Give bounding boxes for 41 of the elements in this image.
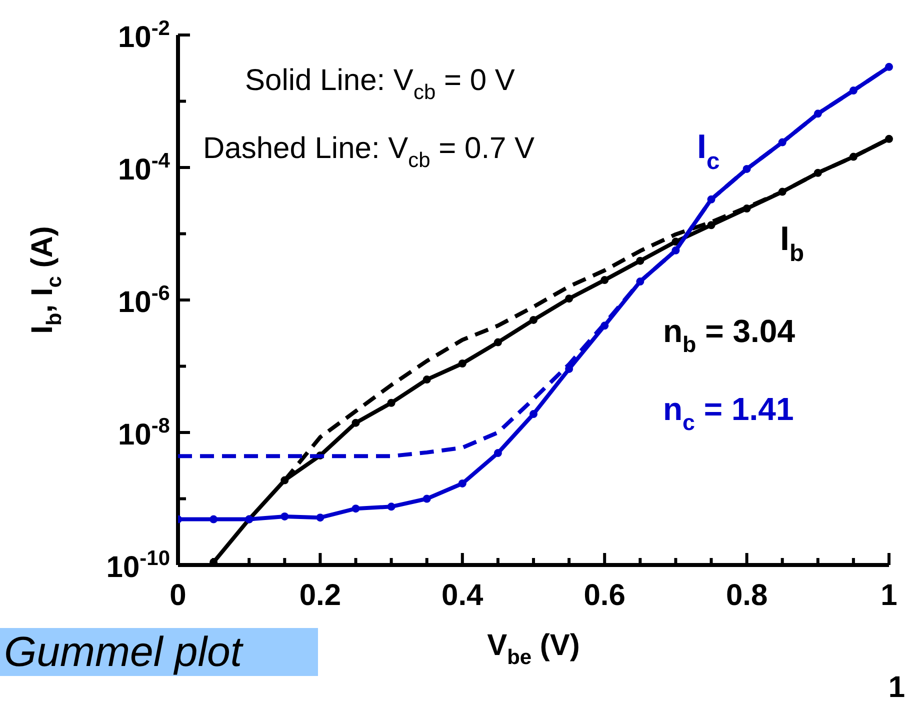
- annotation: I$_{c}$: [697, 128, 720, 175]
- x-axis-title: V$_{be}$ (V): [487, 629, 580, 670]
- point: [530, 410, 538, 418]
- annotation: n$_{c}$ = 1.41: [663, 391, 794, 435]
- point: [387, 398, 396, 407]
- x-tick-label: 0: [170, 579, 186, 612]
- annotation: Solid Line: V$_{cb}$ = 0 V: [245, 64, 515, 104]
- point: [422, 376, 431, 384]
- text: Gummel plot: [4, 628, 244, 675]
- y-tick-label: 10$^{-4}$: [118, 150, 170, 186]
- point: [422, 494, 431, 503]
- point: [387, 502, 396, 511]
- x-tick-label: 0.8: [726, 579, 768, 612]
- point: [885, 134, 893, 143]
- annotation: I$_{b}$: [780, 220, 804, 267]
- y-tick-label: 10$^{-2}$: [118, 17, 170, 54]
- point: [565, 294, 574, 303]
- point: [352, 504, 360, 513]
- annotation: Dashed Line: V$_{cb}$ = 0.7 V: [203, 132, 535, 172]
- y-tick-label: 10$^{-10}$: [106, 547, 170, 584]
- point: [352, 418, 360, 427]
- point: [600, 276, 609, 284]
- x-tick-label: 0.4: [442, 579, 484, 612]
- point: [707, 221, 716, 230]
- point: [210, 515, 218, 524]
- point: [494, 338, 502, 346]
- point: [458, 360, 466, 368]
- point: [458, 479, 466, 488]
- point: [316, 514, 324, 522]
- x-tick-label: 0.6: [584, 579, 626, 612]
- y-tick-label: 10$^{-6}$: [118, 282, 170, 319]
- y-tick-label: 10$^{-8}$: [118, 414, 170, 452]
- point: [280, 512, 289, 520]
- text: 1: [888, 671, 905, 704]
- point: [494, 449, 502, 458]
- point: [530, 316, 538, 324]
- x-tick-label: 1: [880, 579, 898, 612]
- annotation: n$_{b}$ = 3.04: [663, 313, 796, 357]
- point: [636, 256, 644, 265]
- x-tick-label: 0.2: [299, 579, 342, 612]
- point: [672, 238, 680, 246]
